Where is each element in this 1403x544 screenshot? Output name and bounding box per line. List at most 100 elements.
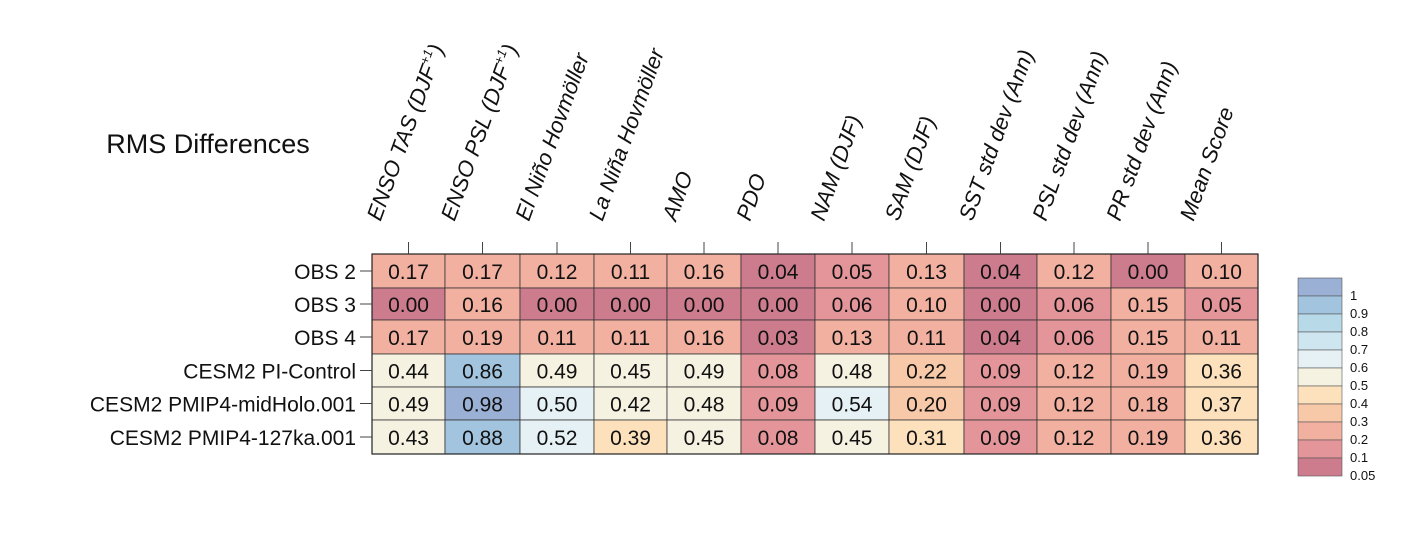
colorbar-swatch <box>1297 367 1343 387</box>
cell-value-label: 0.12 <box>1054 261 1095 284</box>
colorbar-tick-label: 0.7 <box>1350 342 1368 357</box>
cell-value-label: 0.36 <box>1201 427 1242 450</box>
heatmap-cell <box>1184 353 1259 388</box>
cell-value-label: 0.00 <box>610 294 651 317</box>
heatmap-cell <box>1036 287 1112 321</box>
cell-value-label: 0.12 <box>537 261 578 284</box>
heatmap-cell <box>963 419 1038 455</box>
row-label: OBS 4 <box>294 327 356 350</box>
heatmap-cell <box>740 419 816 455</box>
colorbar-tick-label: 0.4 <box>1350 396 1368 411</box>
heatmap-cell <box>814 287 890 321</box>
cell-value-label: 0.10 <box>906 294 947 317</box>
column-label: SST std dev (Ann) <box>954 46 1039 223</box>
colorbar: 1 0.9 0.8 0.7 0.6 0.5 0.4 0.3 0.2 0.1 0.05 <box>1297 277 1375 483</box>
heatmap-cell <box>814 386 890 421</box>
cell-value-label: 0.11 <box>611 261 650 284</box>
column-label: PR std dev (Ann) <box>1101 58 1182 224</box>
heatmap-cell <box>814 353 890 388</box>
cell-value-label: 0.49 <box>388 394 429 417</box>
cell-value-label: 0.10 <box>1201 261 1242 284</box>
row-label: CESM2 PMIP4-127ka.001 <box>110 427 356 450</box>
cell-value-label: 0.04 <box>980 327 1021 350</box>
column-label: El Niño Hovmöller <box>510 48 594 224</box>
cell-value-label: 0.50 <box>537 394 578 417</box>
cell-value-label: 0.09 <box>980 394 1021 417</box>
cell-value-label: 0.31 <box>906 427 947 450</box>
heatmap-cell <box>1036 253 1112 289</box>
heatmap-cell <box>1110 287 1186 321</box>
heatmap-cell <box>593 353 668 388</box>
cell-value-label: 0.86 <box>462 361 503 384</box>
cell-value-label: 0.17 <box>388 327 429 350</box>
cell-value-label: 0.16 <box>684 327 725 350</box>
cell-value-label: 0.18 <box>1128 394 1169 417</box>
cell-value-label: 0.15 <box>1128 327 1169 350</box>
row-label: OBS 2 <box>294 261 356 284</box>
cell-value-label: 0.39 <box>610 427 651 450</box>
cell-value-label: 0.12 <box>1054 361 1095 384</box>
cell-value-label: 0.37 <box>1201 394 1242 417</box>
cell-value-label: 0.48 <box>832 361 873 384</box>
cell-value-label: 0.08 <box>758 427 799 450</box>
cell-value-label: 0.00 <box>537 294 578 317</box>
cell-value-label: 0.15 <box>1128 294 1169 317</box>
heatmap-cell <box>888 253 965 289</box>
cell-value-label: 0.49 <box>684 361 725 384</box>
colorbar-tick-label: 0.9 <box>1350 306 1368 321</box>
cell-value-label: 0.52 <box>537 427 578 450</box>
cell-value-label: 0.00 <box>1128 261 1169 284</box>
heatmap-cell <box>371 319 446 355</box>
cell-value-label: 0.16 <box>684 261 725 284</box>
heatmap-cell <box>814 419 890 455</box>
colorbar-tick-label: 0.1 <box>1350 450 1368 465</box>
heatmap-cell <box>519 353 595 388</box>
heatmap-cell <box>593 419 668 455</box>
heatmap-cell <box>740 253 816 289</box>
heatmap-cell <box>740 386 816 421</box>
cell-value-label: 0.00 <box>980 294 1021 317</box>
cell-value-label: 0.04 <box>758 261 799 284</box>
colorbar-swatch <box>1297 439 1343 459</box>
column-label: La Niña Hovmöller <box>584 44 670 224</box>
cell-value-label: 0.00 <box>758 294 799 317</box>
heatmap-cell <box>666 386 742 421</box>
heatmap-cell <box>593 319 668 355</box>
heatmap-cell <box>666 287 742 321</box>
heatmap-cell <box>888 287 965 321</box>
cell-value-label: 0.42 <box>610 394 651 417</box>
column-label: ENSO PSL (DJF+1) <box>435 40 523 223</box>
cell-value-label: 0.13 <box>832 327 873 350</box>
cell-value-label: 0.49 <box>537 361 578 384</box>
cell-value-label: 0.43 <box>388 427 429 450</box>
cell-value-label: 0.20 <box>906 394 947 417</box>
row-labels: OBS 2 OBS 3 OBS 4 CESM2 PI-Control CESM2 PMI… <box>90 261 372 450</box>
heatmap-cell <box>593 287 668 321</box>
cell-value-label: 0.19 <box>1128 361 1169 384</box>
colorbar-swatch <box>1297 457 1343 477</box>
heatmap-cell <box>1110 386 1186 421</box>
cell-value-label: 0.19 <box>1128 427 1169 450</box>
cell-value-label: 0.17 <box>462 261 503 284</box>
cell-value-label: 0.06 <box>1054 327 1095 350</box>
cell-value-label: 0.11 <box>537 327 576 350</box>
cell-value-label: 0.08 <box>758 361 799 384</box>
heatmap-cell <box>371 253 446 289</box>
heatmap-cell <box>371 353 446 388</box>
column-label: AMO <box>657 168 698 226</box>
row-label: CESM2 PI-Control <box>183 361 356 384</box>
cell-value-label: 0.00 <box>684 294 725 317</box>
colorbar-tick-label: 0.05 <box>1350 468 1375 483</box>
cell-value-label: 0.11 <box>907 327 946 350</box>
heatmap-cell <box>519 319 595 355</box>
chart-title: RMS Differences <box>106 129 310 159</box>
cell-value-label: 0.19 <box>462 327 503 350</box>
cell-value-label: 0.03 <box>758 327 799 350</box>
column-label: NAM (DJF) <box>805 112 866 224</box>
heatmap-cell <box>666 319 742 355</box>
colorbar-swatch <box>1297 331 1343 351</box>
cell-value-label: 0.16 <box>462 294 503 317</box>
column-label: PDO <box>731 170 771 223</box>
heatmap-cell <box>1184 419 1259 455</box>
